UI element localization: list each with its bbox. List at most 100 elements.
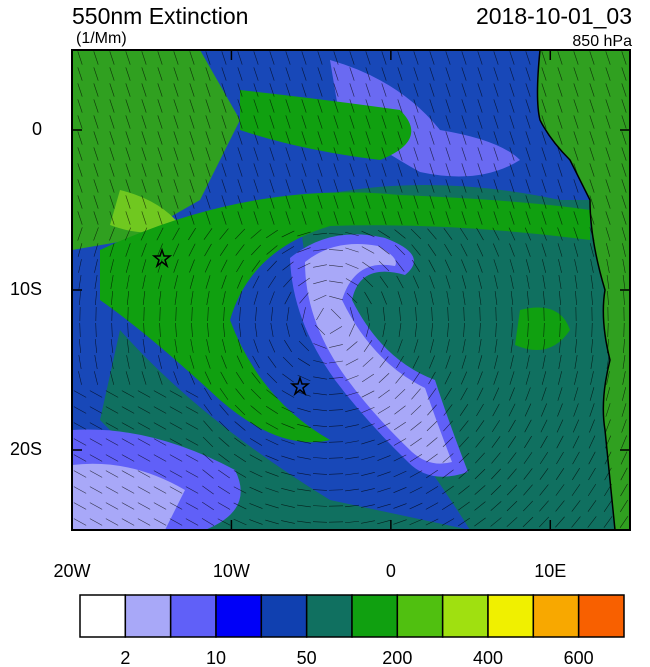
- wind-barb: [268, 339, 276, 353]
- wind-barb: [476, 243, 484, 257]
- wind-barb: [509, 83, 515, 97]
- wind-barb: [253, 83, 259, 97]
- wind-barb: [443, 420, 453, 432]
- wind-barb: [413, 51, 419, 65]
- wind-barb: [444, 259, 452, 273]
- wind-barb: [393, 421, 407, 431]
- wind-barb: [253, 99, 259, 113]
- wind-barb: [524, 435, 532, 449]
- wind-barb: [462, 339, 466, 353]
- wind-barb: [205, 163, 211, 177]
- wind-barb: [110, 275, 114, 289]
- wind-barb: [426, 437, 438, 447]
- wind-barb: [204, 371, 212, 385]
- wind-barb: [445, 67, 451, 81]
- wind-barb: [93, 147, 99, 161]
- wind-barb: [142, 339, 146, 353]
- colorbar-label: 2: [120, 648, 130, 667]
- wind-barb: [393, 487, 407, 493]
- wind-barb: [185, 438, 199, 446]
- wind-barb: [73, 422, 87, 430]
- wind-barb: [126, 339, 130, 353]
- wind-barb: [188, 227, 196, 241]
- wind-barb: [477, 83, 483, 97]
- wind-barb: [153, 454, 167, 462]
- wind-barb: [77, 83, 83, 97]
- wind-barb: [557, 83, 563, 97]
- wind-barb: [587, 516, 597, 528]
- wind-barb: [79, 322, 81, 338]
- wind-barb: [345, 391, 359, 397]
- wind-barb: [558, 259, 562, 273]
- wind-barb: [571, 516, 581, 528]
- wind-barb: [619, 516, 629, 528]
- wind-barb: [492, 227, 500, 241]
- wind-barb: [125, 179, 131, 193]
- wind-barb: [606, 275, 610, 289]
- wind-barb: [588, 435, 596, 449]
- wind-barb: [234, 437, 246, 447]
- wind-barb: [254, 323, 258, 337]
- wind-barb: [397, 291, 403, 305]
- wind-barb: [426, 420, 438, 432]
- wind-barb: [189, 99, 195, 113]
- wind-barb: [345, 408, 359, 412]
- wind-barb: [509, 179, 515, 193]
- wind-barb: [397, 339, 403, 353]
- wind-barb: [328, 233, 344, 235]
- wind-barb: [249, 486, 263, 494]
- wind-barb: [221, 163, 227, 177]
- lat-label: 20S: [10, 439, 42, 459]
- wind-barb: [381, 83, 387, 97]
- wind-barb: [169, 486, 183, 494]
- wind-barb: [527, 322, 529, 338]
- wind-barb: [201, 518, 215, 526]
- wind-barb: [573, 147, 579, 161]
- wind-barb: [361, 373, 375, 383]
- wind-barb: [173, 99, 179, 113]
- wind-barb: [93, 131, 99, 145]
- wind-barb: [558, 275, 562, 289]
- wind-barb: [621, 419, 627, 433]
- wind-barb: [429, 195, 435, 209]
- wind-barb: [558, 355, 562, 369]
- wind-barb: [313, 294, 327, 302]
- wind-barb: [378, 373, 390, 383]
- wind-barb: [189, 259, 195, 273]
- wind-barb: [365, 163, 371, 177]
- wind-barb: [89, 422, 103, 430]
- wind-barb: [557, 163, 563, 177]
- wind-barbs: [73, 51, 629, 528]
- wind-barb: [476, 227, 484, 241]
- wind-barb: [157, 179, 163, 193]
- wind-barb: [413, 131, 419, 145]
- wind-barb: [93, 195, 99, 209]
- wind-barb: [365, 195, 371, 209]
- wind-barb: [173, 371, 179, 385]
- wind-barb: [265, 438, 279, 446]
- wind-barb: [125, 83, 131, 97]
- wind-barb: [205, 67, 211, 81]
- wind-barb: [589, 163, 595, 177]
- wind-barb: [589, 387, 595, 401]
- wind-barb: [605, 83, 611, 97]
- wind-barb: [265, 422, 279, 430]
- wind-barb: [253, 131, 259, 145]
- wind-barb: [620, 483, 628, 497]
- wind-barb: [490, 484, 502, 496]
- wind-barb: [541, 243, 547, 257]
- wind-barb: [539, 500, 549, 512]
- wind-barb: [283, 276, 293, 288]
- wind-barb: [445, 115, 451, 129]
- wind-barb: [205, 115, 211, 129]
- wind-barb: [217, 486, 231, 494]
- wind-barb: [377, 455, 391, 461]
- wind-barb: [237, 179, 243, 193]
- wind-barb: [523, 484, 533, 496]
- wind-barb: [427, 388, 437, 400]
- wind-barb: [219, 243, 229, 257]
- wind-barb: [361, 439, 375, 445]
- wind-barb: [333, 115, 339, 129]
- wind-barb: [125, 115, 131, 129]
- wind-barb: [345, 488, 359, 492]
